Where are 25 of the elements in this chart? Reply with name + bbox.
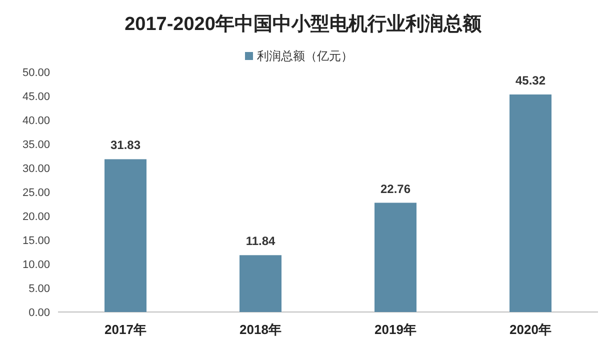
y-tick-label: 50.00 bbox=[22, 67, 50, 79]
data-label: 45.32 bbox=[515, 73, 546, 88]
bar bbox=[240, 255, 282, 312]
bar bbox=[104, 159, 146, 312]
y-tick-label: 25.00 bbox=[22, 187, 50, 199]
data-label: 22.76 bbox=[380, 182, 411, 196]
y-tick-label: 30.00 bbox=[22, 163, 50, 175]
y-tick-label: 15.00 bbox=[22, 235, 50, 247]
bar bbox=[510, 94, 552, 312]
legend: 利润总额（亿元） bbox=[245, 49, 353, 63]
y-tick-label: 40.00 bbox=[22, 115, 50, 127]
x-tick-label: 2017年 bbox=[104, 322, 146, 337]
x-tick-label: 2019年 bbox=[374, 322, 416, 337]
y-tick-label: 20.00 bbox=[22, 211, 50, 223]
x-tick-label: 2020年 bbox=[510, 322, 552, 337]
chart-title: 2017-2020年中国中小型电机行业利润总额 bbox=[124, 13, 482, 35]
y-tick-label: 0.00 bbox=[28, 307, 50, 319]
data-label: 31.83 bbox=[110, 138, 141, 152]
y-tick-label: 10.00 bbox=[22, 259, 50, 271]
y-tick-label: 35.00 bbox=[22, 139, 50, 151]
bar bbox=[374, 202, 416, 312]
y-tick-label: 45.00 bbox=[22, 91, 50, 103]
data-label: 11.84 bbox=[246, 234, 276, 248]
y-tick-label: 5.00 bbox=[28, 283, 50, 295]
x-tick-label: 2018年 bbox=[240, 322, 282, 337]
